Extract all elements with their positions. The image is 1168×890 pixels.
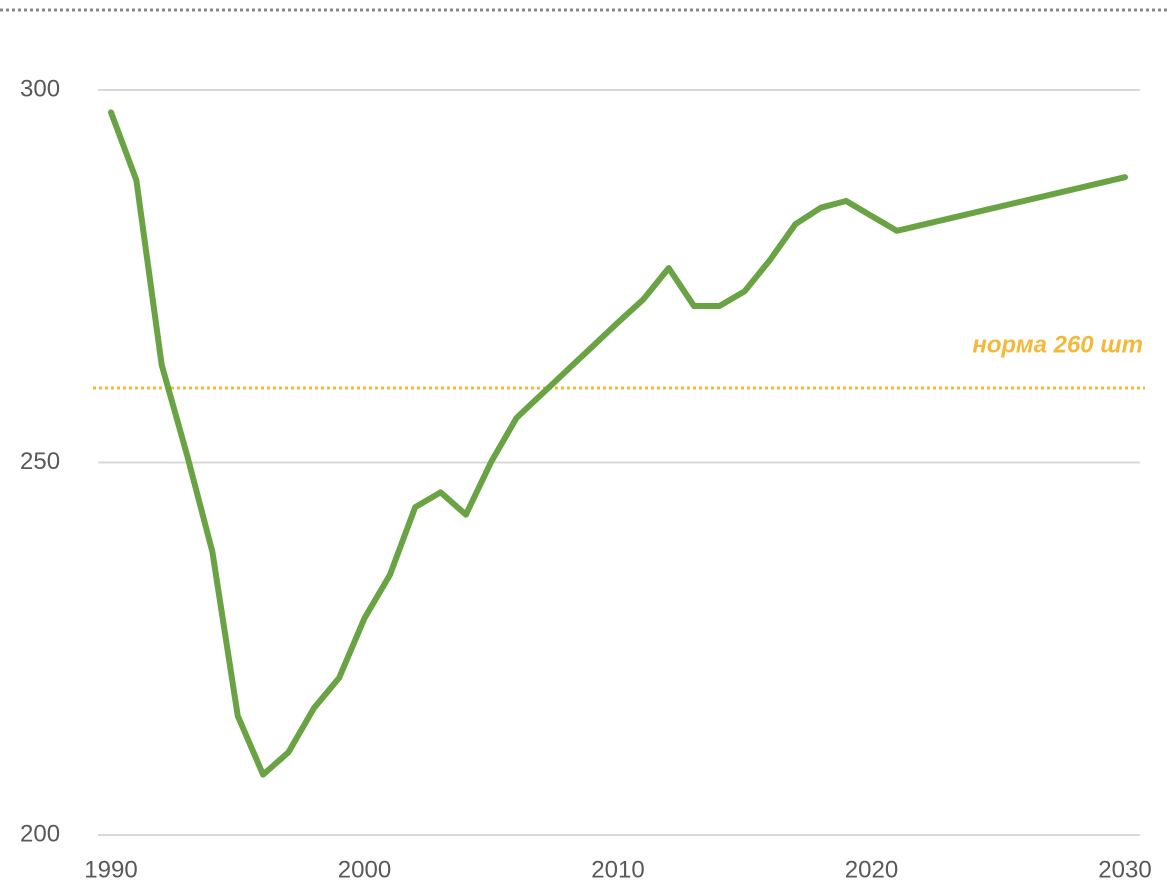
y-tick-label: 200 [20, 820, 60, 847]
x-tick-label: 2020 [845, 856, 898, 883]
reference-label: норма 260 шт [972, 331, 1143, 358]
y-tick-label: 300 [20, 75, 60, 102]
y-tick-label: 250 [20, 448, 60, 475]
x-tick-label: 2030 [1098, 856, 1151, 883]
x-tick-label: 2000 [338, 856, 391, 883]
x-tick-label: 2010 [591, 856, 644, 883]
data-line [108, 109, 1128, 778]
x-tick-label: 1990 [84, 856, 137, 883]
